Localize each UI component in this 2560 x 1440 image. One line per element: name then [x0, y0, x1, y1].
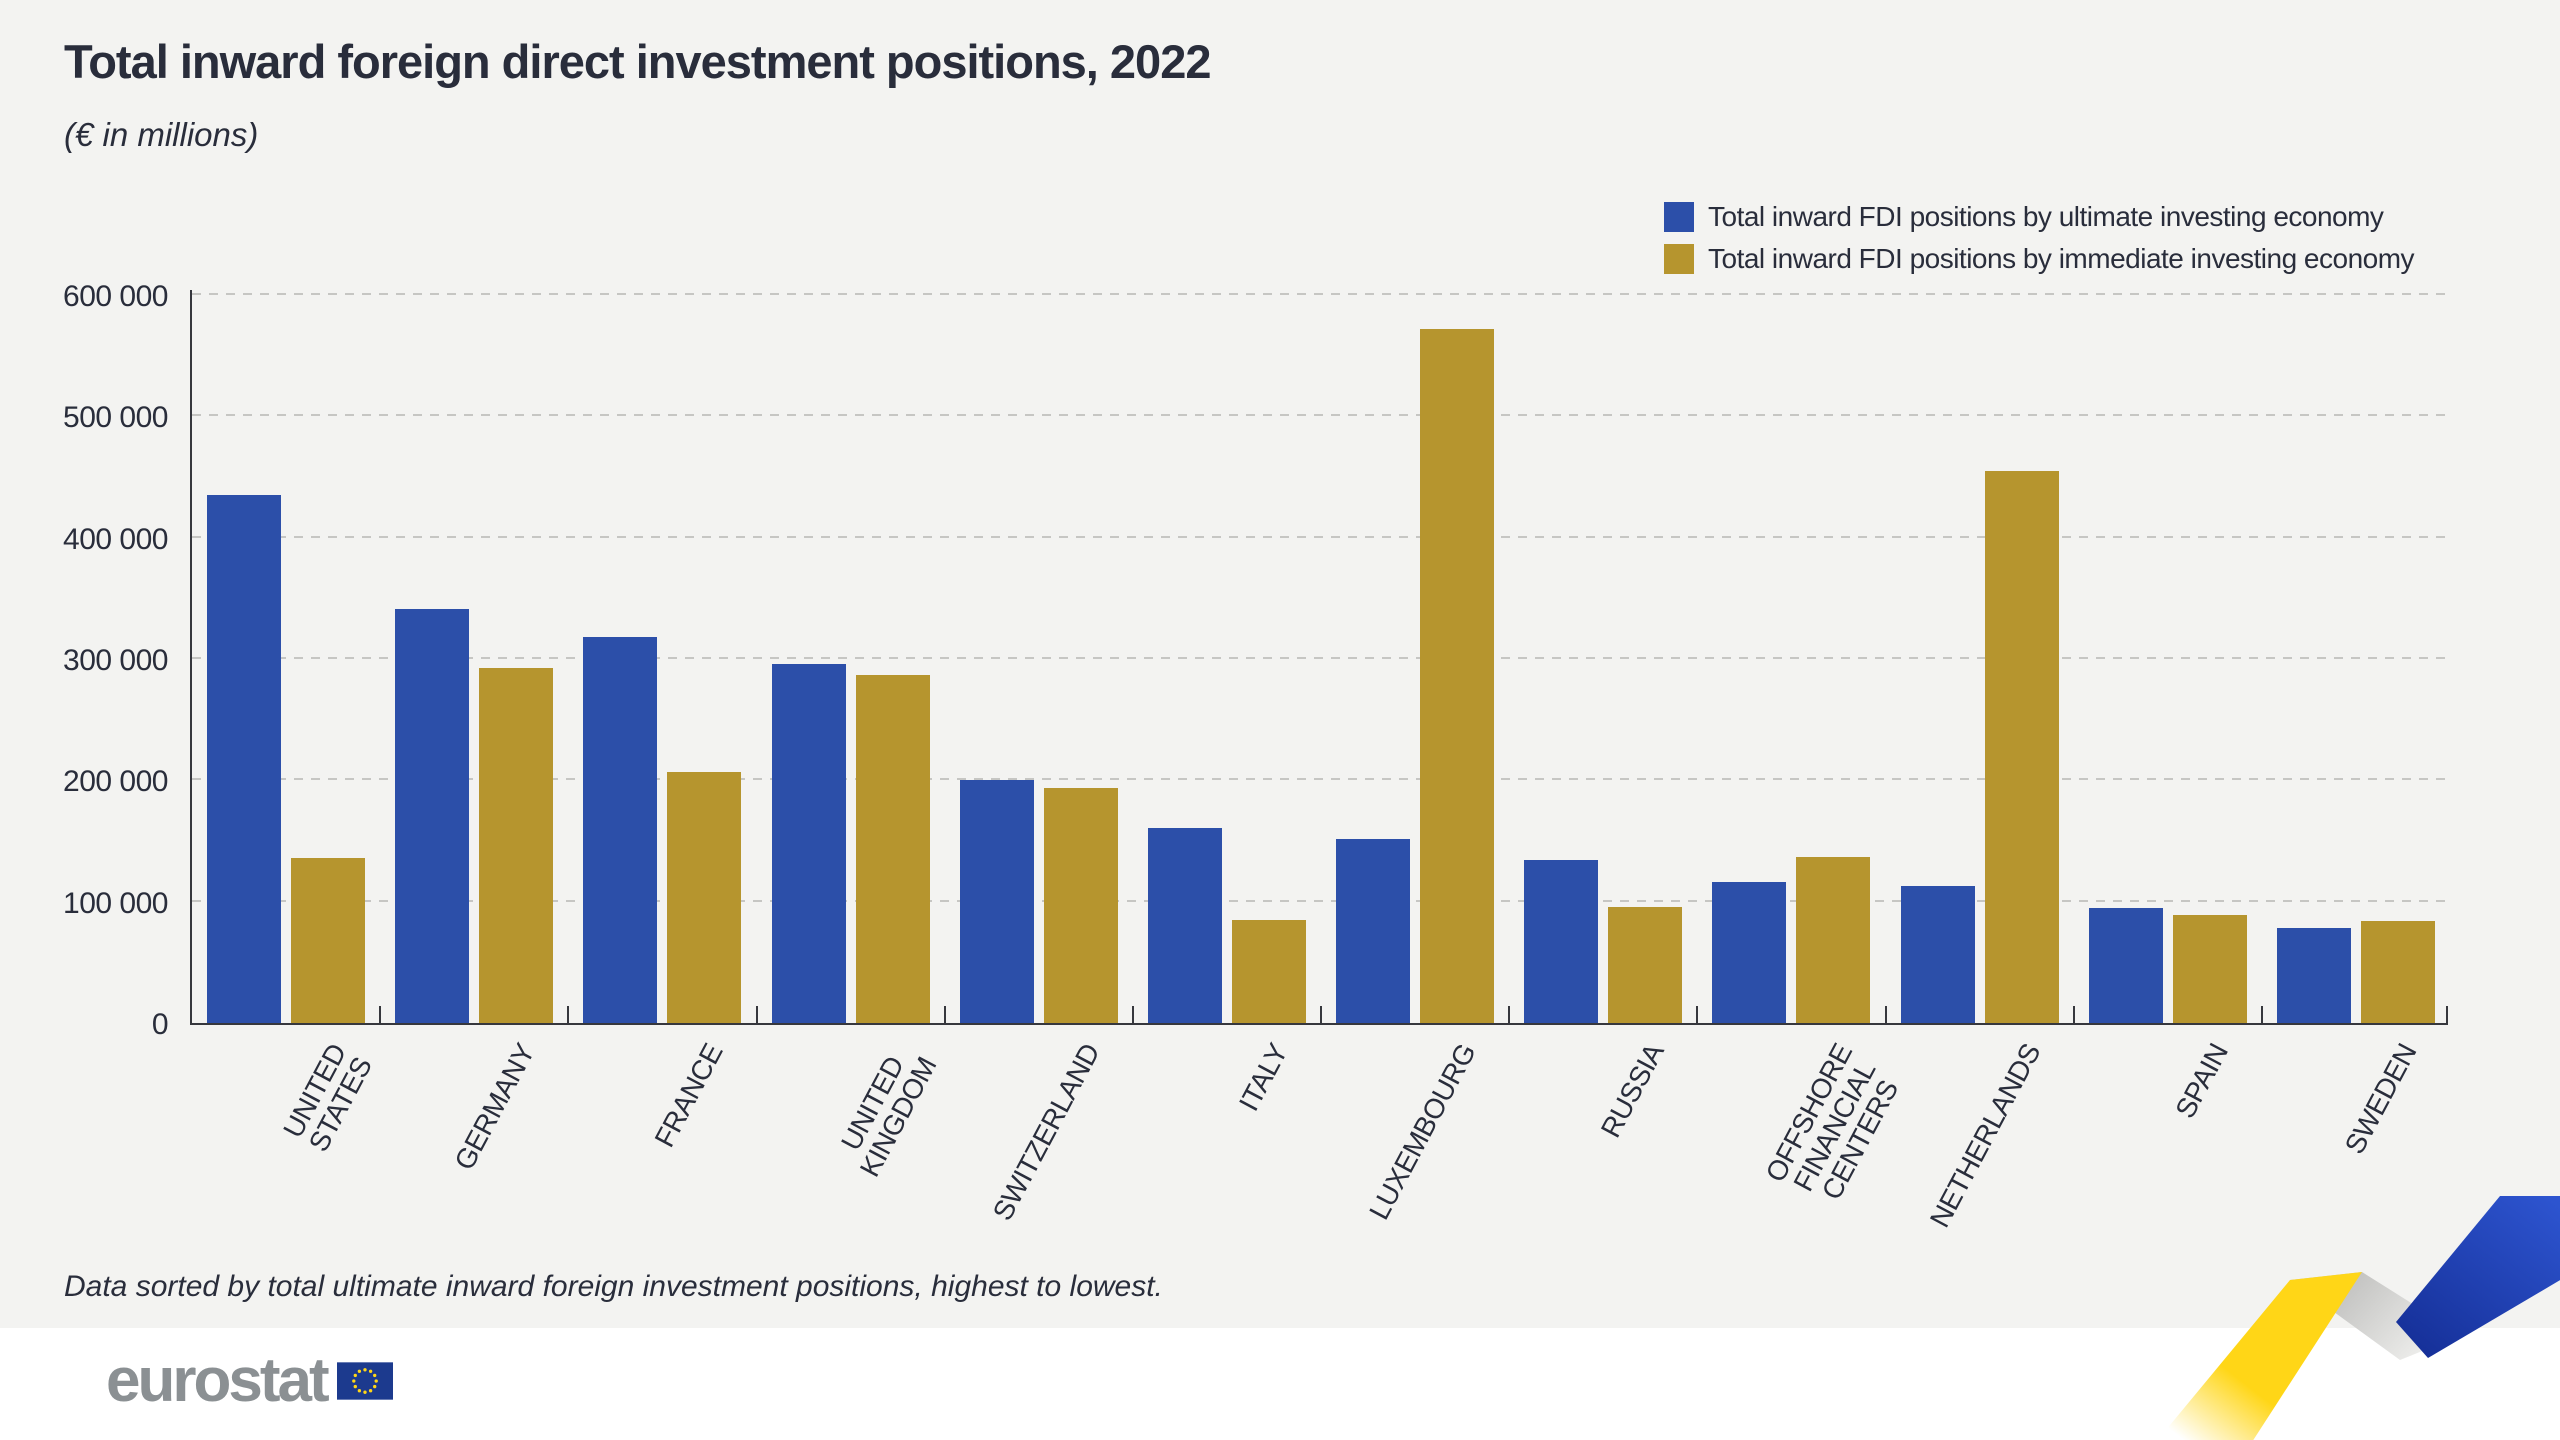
x-axis-tick-7 — [1508, 1006, 1511, 1023]
gridline-200000 — [192, 778, 2448, 781]
y-axis-label-200000: 200 000 — [63, 765, 168, 799]
x-axis-tick-4 — [943, 1006, 946, 1023]
x-axis-tick-12 — [2446, 1006, 2448, 1023]
bar-immediate-netherlands — [1984, 470, 2059, 1023]
bar-ultimate-sweden — [2276, 928, 2351, 1023]
chart-legend: Total inward FDI positions by ultimate i… — [1664, 200, 2415, 284]
x-axis-tick-1 — [379, 1006, 382, 1023]
bar-immediate-offshore-financial-centers — [1796, 856, 1871, 1023]
x-axis-tick-9 — [1884, 1006, 1887, 1023]
bar-ultimate-italy — [1147, 827, 1222, 1023]
footer-band: eurostat — [0, 1328, 2560, 1440]
chart-subtitle: (€ in millions) — [64, 116, 259, 153]
bar-ultimate-luxembourg — [1336, 838, 1411, 1023]
x-axis-tick-2 — [567, 1006, 570, 1023]
bar-immediate-spain — [2172, 915, 2247, 1023]
bar-ultimate-offshore-financial-centers — [1712, 882, 1787, 1023]
bar-chart-plot-area: 600 000 500 000 400 000 300 000 200 000 100 0… — [63, 280, 2448, 1232]
y-axis-label-400000: 400 000 — [63, 522, 168, 556]
bar-immediate-russia — [1608, 906, 1683, 1023]
bar-ultimate-germany — [395, 609, 470, 1023]
bar-ultimate-netherlands — [1900, 885, 1975, 1023]
x-axis-tick-6 — [1320, 1006, 1322, 1023]
x-axis-tick-5 — [1131, 1006, 1134, 1023]
x-axis-label-switzerland: SWITZERLAND — [986, 1038, 1106, 1226]
x-axis-label-russia: RUSSIA — [1594, 1038, 1670, 1143]
x-axis-tick-3 — [755, 1006, 758, 1023]
legend-label-ultimate: Total inward FDI positions by ultimate i… — [1708, 201, 2384, 232]
x-axis-label-netherlands: NETHERLANDS — [1923, 1038, 2047, 1233]
x-axis-label-germany: GERMANY — [448, 1038, 541, 1175]
zigzag-trend-graphic — [2157, 1196, 2560, 1440]
legend-swatch-ultimate-icon — [1664, 202, 1694, 232]
x-axis-tick-8 — [1696, 1006, 1699, 1023]
page-title: Total inward foreign direct investment p… — [64, 35, 1211, 88]
bar-immediate-italy — [1231, 919, 1306, 1023]
gridline-400000 — [192, 535, 2448, 538]
legend-swatch-immediate-icon — [1664, 244, 1694, 274]
x-axis-label-offshore-financial-centers: OFFSHORE FINANCIAL CENTERS — [1759, 1038, 1905, 1205]
x-axis-label-united-states: UNITED STATES — [277, 1038, 379, 1157]
bar-immediate-luxembourg — [1420, 328, 1495, 1023]
y-axis-label-0: 0 — [151, 1008, 169, 1041]
gridline-300000 — [192, 657, 2448, 659]
x-axis-tick-11 — [2260, 1006, 2263, 1023]
bar-ultimate-united-kingdom — [771, 663, 846, 1023]
x-axis-label-united-kingdom: UNITED KINGDOM — [835, 1051, 943, 1182]
y-axis-label-600000: 600 000 — [63, 280, 168, 313]
gridline-100000 — [192, 899, 2448, 902]
eurostat-logo: eurostat — [106, 1350, 393, 1412]
bar-ultimate-united-states — [207, 495, 282, 1023]
bar-immediate-germany — [479, 667, 554, 1023]
x-axis-tick-10 — [2072, 1006, 2075, 1023]
eurostat-logo-text: eurostat — [106, 1346, 330, 1415]
bar-immediate-united-kingdom — [855, 674, 930, 1023]
bar-ultimate-switzerland — [959, 780, 1034, 1023]
x-axis-label-italy: ITALY — [1232, 1038, 1294, 1116]
eu-flag-icon — [336, 1362, 393, 1400]
footnote: Data sorted by total ultimate inward for… — [64, 1270, 1163, 1303]
y-axis-label-100000: 100 000 — [63, 886, 168, 920]
bar-ultimate-russia — [1524, 860, 1599, 1023]
zigzag-yellow-band — [2157, 1272, 2362, 1440]
gridline-500000 — [192, 414, 2448, 417]
bar-immediate-united-states — [291, 858, 366, 1023]
bar-immediate-switzerland — [1043, 787, 1118, 1023]
x-axis-label-spain: SPAIN — [2169, 1038, 2235, 1124]
y-axis-label-300000: 300 000 — [63, 644, 168, 677]
legend-item-ultimate: Total inward FDI positions by ultimate i… — [1664, 200, 2414, 234]
x-axis-label-luxembourg: LUXEMBOURG — [1363, 1038, 1482, 1225]
gridline-600000 — [192, 293, 2448, 295]
x-axis-label-france: FRANCE — [648, 1038, 729, 1153]
bar-ultimate-france — [583, 637, 658, 1023]
zigzag-blue-band — [2396, 1196, 2560, 1358]
y-axis-label-500000: 500 000 — [63, 401, 168, 435]
bar-immediate-sweden — [2360, 921, 2435, 1023]
legend-item-immediate: Total inward FDI positions by immediate … — [1664, 242, 2415, 276]
bar-ultimate-spain — [2088, 907, 2163, 1023]
legend-label-immediate: Total inward FDI positions by immediate … — [1708, 243, 2415, 274]
bar-immediate-france — [667, 771, 742, 1023]
